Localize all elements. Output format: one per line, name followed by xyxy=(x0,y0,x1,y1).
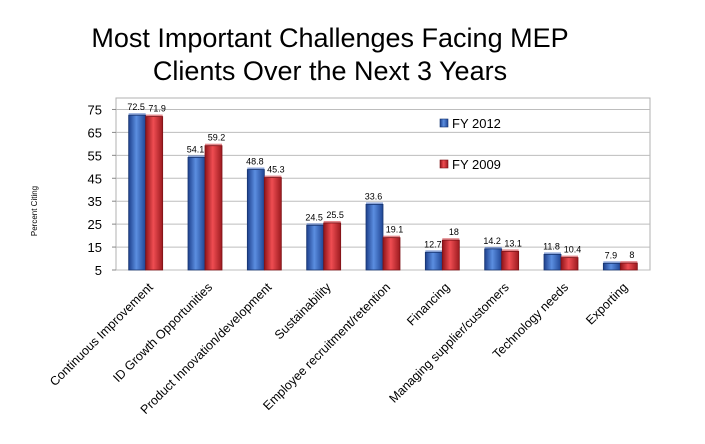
data-label: 10.4 xyxy=(564,245,582,255)
data-label: 18 xyxy=(449,227,459,237)
bar-fy2012 xyxy=(306,224,325,271)
data-label: 13.1 xyxy=(504,238,522,248)
chart-title-line-1: Most Important Challenges Facing MEP xyxy=(91,23,569,53)
y-tick-label: 75 xyxy=(88,102,102,117)
bar-fy2012 xyxy=(424,251,443,271)
data-label: 72.5 xyxy=(127,102,145,112)
data-label: 25.5 xyxy=(326,210,344,220)
bar-fy2012 xyxy=(128,114,147,271)
data-label: 24.5 xyxy=(305,212,323,222)
data-label: 71.9 xyxy=(148,104,166,114)
y-tick-label: 5 xyxy=(95,263,102,278)
bar-top xyxy=(442,238,460,242)
bar-top xyxy=(306,223,324,227)
data-label: 8 xyxy=(629,250,634,260)
y-tick-label: 25 xyxy=(88,217,102,232)
bar-top xyxy=(205,143,222,147)
data-label: 54.1 xyxy=(187,144,205,154)
chart-title: Most Important Challenges Facing MEP Cli… xyxy=(0,22,660,88)
bar-top xyxy=(323,220,341,224)
bar-top xyxy=(366,202,383,206)
bar-top xyxy=(128,113,146,117)
bar-fy2012 xyxy=(187,156,206,271)
y-tick-label: 55 xyxy=(88,148,102,163)
bar-fy2009 xyxy=(560,257,579,271)
bar-top xyxy=(620,261,638,265)
chart-title-line-2: Clients Over the Next 3 Years xyxy=(152,56,508,86)
data-label: 14.2 xyxy=(483,236,501,246)
bar-fy2009 xyxy=(501,251,520,271)
bar-top xyxy=(561,255,578,259)
bar-top xyxy=(544,252,561,256)
x-category-label: Managing supplier/customers xyxy=(386,280,511,405)
x-category-label: ID Growth Opportunities xyxy=(110,280,215,385)
bar-top xyxy=(425,250,443,254)
y-tick-label: 65 xyxy=(88,125,102,140)
bar-fy2012 xyxy=(365,204,384,271)
x-category-label: Financing xyxy=(404,280,452,328)
data-label: 45.3 xyxy=(267,165,285,175)
bar-fy2009 xyxy=(619,262,638,271)
bar-fy2012 xyxy=(602,262,621,271)
x-category-label: Exporting xyxy=(583,280,630,327)
bar-fy2009 xyxy=(145,116,164,271)
x-category-label: Product Innovation/development xyxy=(138,280,275,417)
bar-top xyxy=(603,261,621,265)
data-label: 7.9 xyxy=(605,250,618,260)
data-label: 48.8 xyxy=(246,157,264,167)
data-label: 59.2 xyxy=(208,133,226,143)
data-label: 12.7 xyxy=(424,239,442,249)
legend-swatch xyxy=(439,118,449,128)
bar-fy2009 xyxy=(441,239,460,271)
x-category-label: Sustainability xyxy=(272,280,335,343)
bar-top xyxy=(145,114,163,118)
legend: FY 2012 FY 2009 xyxy=(439,116,501,172)
x-category-label: Employee recruitment/retention xyxy=(260,280,393,413)
legend-label: FY 2012 xyxy=(452,116,501,131)
bar-fy2012 xyxy=(484,248,503,271)
bar-top xyxy=(484,246,502,250)
data-label: 11.8 xyxy=(543,241,560,251)
y-tick-label: 35 xyxy=(88,194,102,209)
y-tick-label: 45 xyxy=(88,171,102,186)
bar-top xyxy=(188,155,205,159)
data-label: 33.6 xyxy=(365,191,383,201)
bar-fy2009 xyxy=(382,237,401,271)
bar-top xyxy=(383,235,400,239)
bar-fy2012 xyxy=(246,169,265,271)
bar-fy2009 xyxy=(204,145,223,271)
bar-top xyxy=(264,175,282,179)
data-label: 19.1 xyxy=(386,225,404,235)
bar-fy2009 xyxy=(323,222,342,271)
y-tick-label: 15 xyxy=(88,240,102,255)
legend-label: FY 2009 xyxy=(452,157,501,172)
x-category-label: Continuous Improvement xyxy=(47,280,156,389)
bar-top xyxy=(247,167,265,171)
bar-top xyxy=(501,249,519,253)
y-axis-label: Percent Citing xyxy=(30,186,39,236)
bar-fy2009 xyxy=(263,177,282,271)
bar-fy2012 xyxy=(543,254,562,271)
legend-swatch xyxy=(439,159,449,169)
